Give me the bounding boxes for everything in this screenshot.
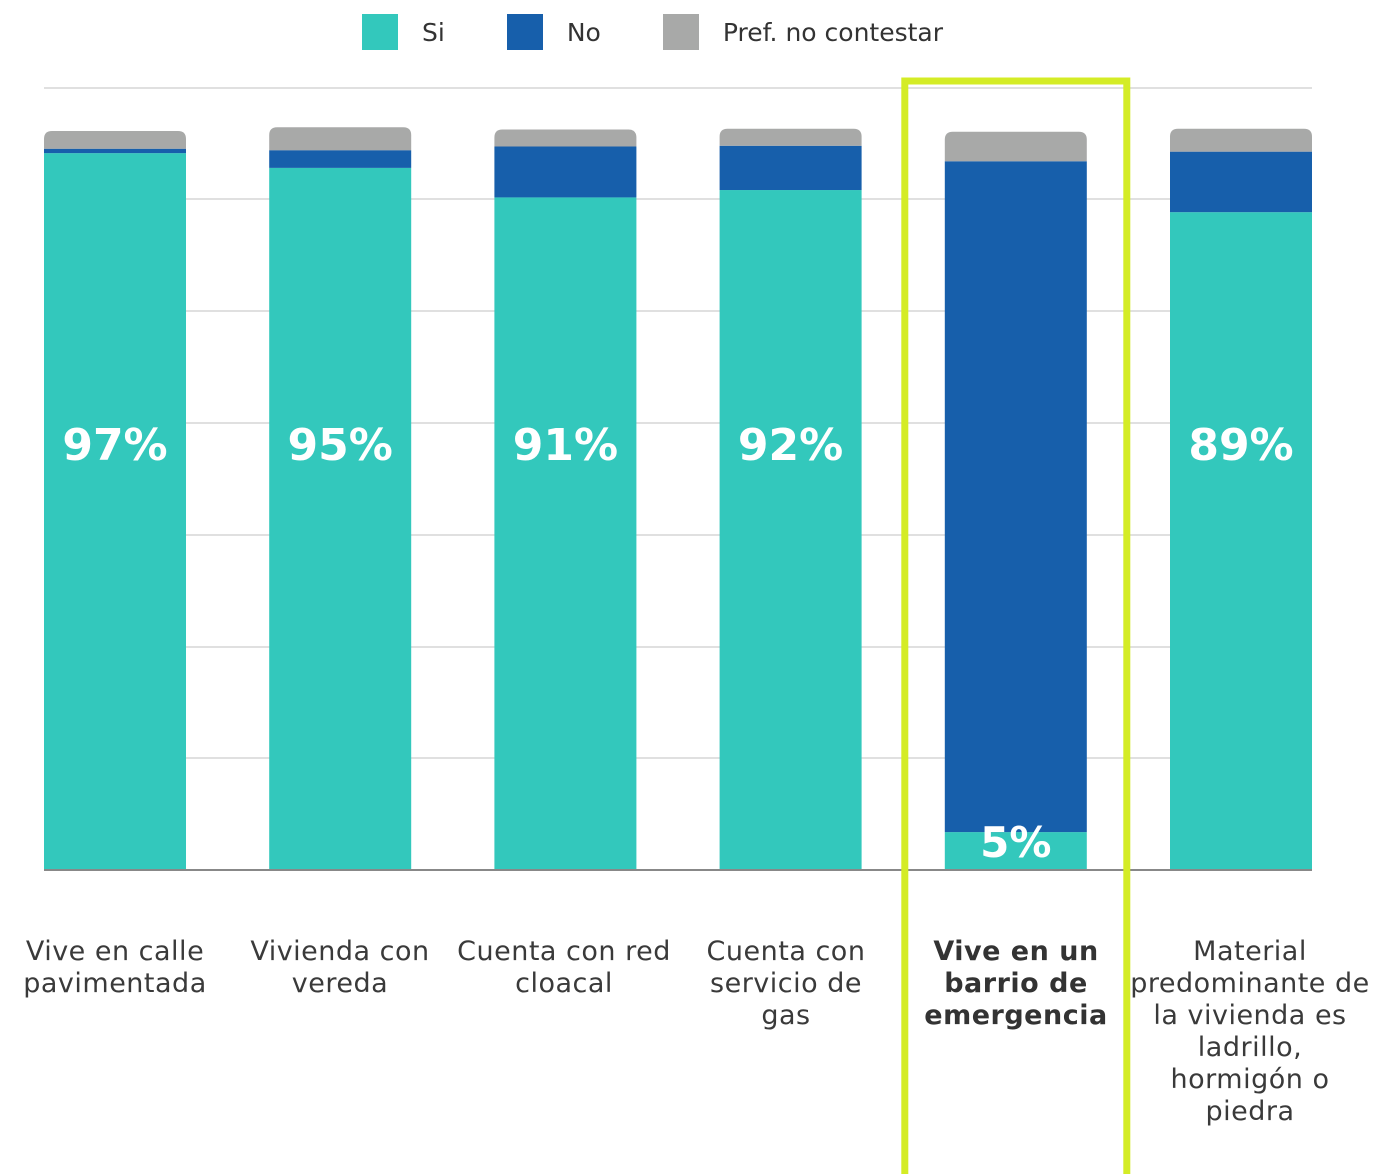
bar-segment-pref-no-contestar-barrio-de-emergencia [944, 131, 1087, 162]
data-label-red-cloacal: 91% [513, 420, 618, 471]
legend-item-no: No [506, 14, 601, 50]
data-label-servicio-de-gas: 92% [738, 420, 843, 471]
bar-segment-no-barrio-de-emergencia [944, 161, 1087, 833]
bar-segment-pref-no-contestar-red-cloacal [494, 129, 637, 147]
data-label-barrio-de-emergencia: 5% [980, 818, 1051, 867]
highlight-frame [901, 77, 1131, 1174]
legend-swatch-no [506, 14, 543, 50]
legend-label-si: Si [422, 17, 445, 47]
bar-segment-no-vivienda-con-vereda [269, 150, 412, 168]
bar-segment-pref-no-contestar-vivienda-con-vereda [269, 127, 412, 151]
legend-item-pref-no-contestar: Pref. no contestar [662, 14, 944, 50]
bar-segment-si-material-vivienda [1170, 212, 1312, 869]
bar-segment-pref-no-contestar-calle-pavimentada [44, 131, 186, 149]
category-label-vivienda-con-vereda: Vivienda con vereda [250, 936, 430, 999]
bar-segment-no-servicio-de-gas [719, 145, 862, 191]
bar-segment-si-vivienda-con-vereda [269, 167, 412, 869]
legend-swatch-si [362, 14, 398, 50]
category-label-servicio-de-gas: Cuenta con servicio de gas [706, 936, 866, 1031]
category-label-barrio-de-emergencia: Vive en un barrio de emergencia [924, 936, 1108, 1031]
legend: Si No Pref. no contestar [362, 14, 1005, 50]
category-label-calle-pavimentada: Vive en calle pavimentada [23, 936, 207, 999]
bar-segment-pref-no-contestar-servicio-de-gas [719, 128, 862, 146]
bar-segment-no-red-cloacal [494, 146, 637, 198]
legend-label-no: No [566, 17, 601, 47]
bar-segment-no-calle-pavimentada [44, 148, 186, 154]
data-label-material-vivienda: 89% [1188, 420, 1293, 471]
bar-segment-pref-no-contestar-material-vivienda [1170, 128, 1312, 152]
bar-segment-si-servicio-de-gas [719, 190, 862, 870]
data-label-vivienda-con-vereda: 95% [288, 420, 393, 471]
data-label-calle-pavimentada: 97% [62, 420, 167, 471]
legend-label-pref-no-contestar: Pref. no contestar [722, 17, 944, 47]
bar-segment-si-calle-pavimentada [44, 153, 186, 869]
legend-swatch-pref-no-contestar [662, 14, 699, 50]
category-label-material-vivienda: Material predominante de la vivienda es … [1130, 936, 1370, 1127]
legend-item-si: Si [362, 14, 445, 50]
bar-segment-si-barrio-de-emergencia [944, 832, 1087, 869]
bar-segment-si-red-cloacal [494, 197, 637, 870]
category-label-red-cloacal: Cuenta con red cloacal [457, 936, 671, 999]
bar-segment-no-material-vivienda [1170, 151, 1312, 213]
